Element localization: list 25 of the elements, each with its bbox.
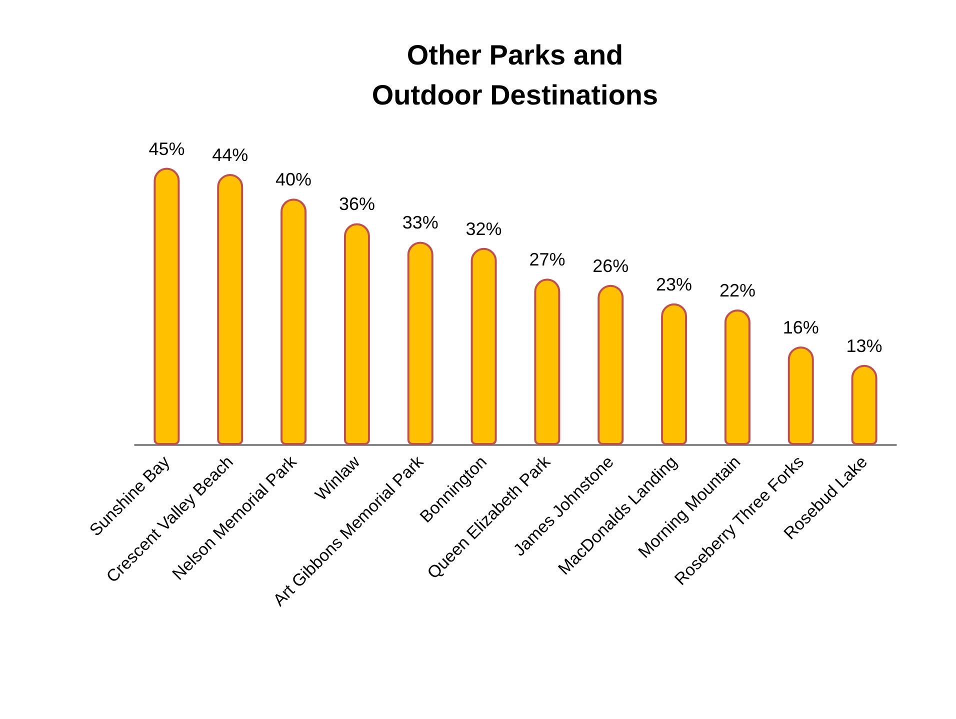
bar <box>598 284 624 445</box>
bar <box>154 168 180 445</box>
chart-title: Other Parks and Outdoor Destinations <box>372 40 658 110</box>
bar <box>217 174 244 445</box>
bar <box>344 223 370 445</box>
bar <box>407 242 434 445</box>
bar <box>851 364 878 445</box>
data-label: 40% <box>276 170 312 190</box>
bar <box>724 309 750 445</box>
data-label: 27% <box>529 250 566 270</box>
data-label: 22% <box>719 280 756 300</box>
data-label: 33% <box>402 212 438 233</box>
data-label: 26% <box>592 256 629 276</box>
data-label: 32% <box>466 218 502 239</box>
bar <box>788 346 814 445</box>
data-label: 44% <box>212 144 248 165</box>
data-label: 45% <box>148 138 185 159</box>
data-label: 16% <box>782 317 819 338</box>
data-label: 13% <box>846 336 882 356</box>
bar <box>280 198 307 445</box>
bar <box>661 303 688 445</box>
bar <box>470 248 497 445</box>
bar <box>534 278 560 445</box>
data-label: 23% <box>656 274 692 294</box>
data-label: 36% <box>338 194 375 214</box>
